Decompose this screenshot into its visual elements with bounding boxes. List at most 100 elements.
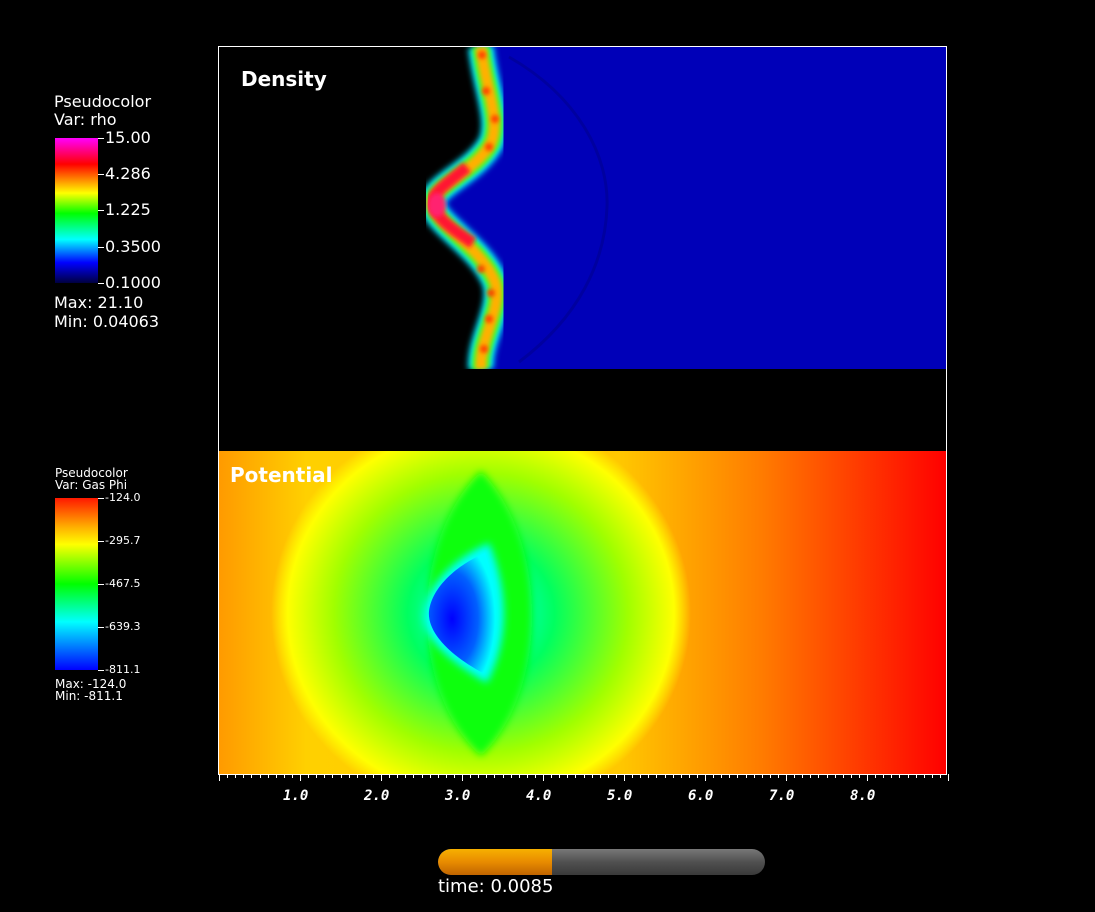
colorbar-tick [98, 174, 104, 176]
x-axis-tick-label: 8.0 [850, 788, 876, 804]
time-slider[interactable] [438, 849, 765, 875]
x-axis-tick [599, 774, 601, 778]
x-axis-tick [575, 774, 577, 778]
x-axis-tick [291, 774, 293, 778]
x-axis-tick [543, 774, 544, 781]
x-axis-tick [486, 774, 488, 778]
colorbar-tick-label: 0.3500 [105, 236, 161, 256]
x-axis-tick [939, 774, 941, 778]
x-axis-tick [899, 774, 901, 778]
x-axis-tick [559, 774, 561, 778]
x-axis-tick [721, 774, 723, 778]
x-axis-tick [381, 774, 382, 781]
x-axis-tick-label: 6.0 [688, 788, 714, 804]
x-axis-tick [583, 774, 585, 778]
x-axis-tick [713, 774, 715, 778]
x-axis-tick [219, 774, 220, 781]
density-legend-max: Max: 21.10 [54, 293, 144, 312]
x-axis-tick [324, 774, 326, 778]
x-axis-tick-label: 4.0 [526, 788, 552, 804]
x-axis-tick-label: 7.0 [769, 788, 795, 804]
x-axis-tick [526, 774, 528, 778]
potential-title: Potential [230, 463, 333, 487]
x-axis-tick [891, 774, 893, 778]
x-axis-tick [510, 774, 512, 778]
x-axis-tick [680, 774, 682, 778]
colorbar-tick-label: 0.1000 [105, 272, 161, 292]
x-axis-tick [445, 774, 447, 778]
x-axis-tick [656, 774, 658, 778]
x-axis-tick [696, 774, 698, 778]
x-axis-tick [688, 774, 690, 778]
x-axis-tick [567, 774, 569, 778]
colorbar-tick [98, 627, 104, 628]
x-axis-tick [243, 774, 245, 778]
colorbar-tick-label: 15.00 [105, 128, 151, 148]
time-label: time: 0.0085 [438, 876, 554, 897]
x-axis-tick [794, 774, 796, 778]
x-axis-tick [858, 774, 860, 778]
x-axis-tick [705, 774, 706, 781]
x-axis-tick [405, 774, 407, 778]
x-axis-tick [615, 774, 617, 778]
x-axis-tick [316, 774, 318, 778]
colorbar-tick [98, 541, 104, 542]
x-axis-tick [478, 774, 480, 778]
potential-panel: Potential [219, 451, 946, 774]
x-axis-tick [437, 774, 439, 778]
plot-frame [218, 46, 947, 775]
x-axis-tick [275, 774, 277, 778]
colorbar-tick-label: -295.7 [105, 534, 141, 548]
x-axis-tick [372, 774, 374, 778]
x-axis-tick [283, 774, 285, 778]
density-field [219, 47, 946, 369]
x-axis-tick [340, 774, 342, 778]
colorbar-tick [98, 498, 104, 499]
density-legend-var: Var: rho [54, 110, 117, 129]
x-axis-tick [607, 774, 609, 778]
x-axis-tick-label: 1.0 [283, 788, 309, 804]
x-axis-tick [502, 774, 504, 778]
x-axis-tick [834, 774, 836, 778]
colorbar-tick [98, 246, 104, 248]
density-title: Density [241, 67, 327, 91]
x-axis-tick [534, 774, 536, 778]
x-axis-tick [875, 774, 877, 778]
colorbar-tick-label: 4.286 [105, 164, 151, 184]
colorbar-tick [98, 670, 104, 671]
x-axis-tick [308, 774, 310, 778]
x-axis-tick [389, 774, 391, 778]
x-axis-tick [931, 774, 933, 778]
time-slider-fill [438, 849, 553, 875]
potential-legend-var: Var: Gas Phi [55, 478, 128, 492]
x-axis-tick [267, 774, 269, 778]
x-axis-tick [777, 774, 779, 778]
x-axis-tick [300, 774, 301, 781]
x-axis-tick-label: 2.0 [364, 788, 390, 804]
colorbar-tick [98, 138, 104, 139]
x-axis-tick [364, 774, 366, 778]
colorbar-tick-label: -467.5 [105, 577, 141, 591]
x-axis-tick [915, 774, 917, 778]
x-axis-tick [761, 774, 763, 778]
x-axis-ticks [219, 774, 949, 782]
x-axis-tick [648, 774, 650, 778]
density-legend-min: Min: 0.04063 [54, 312, 160, 331]
x-axis-tick [259, 774, 261, 778]
x-axis-tick [632, 774, 634, 778]
x-axis-tick-label: 5.0 [607, 788, 633, 804]
x-axis-tick [907, 774, 909, 778]
x-axis-tick [551, 774, 553, 778]
potential-legend-plot-type: Pseudocolor [55, 466, 128, 480]
x-axis-tick [462, 774, 463, 781]
colorbar-tick-label: -811.1 [105, 663, 141, 677]
x-axis-tick [850, 774, 852, 778]
x-axis-tick [745, 774, 747, 778]
x-axis-tick [883, 774, 885, 778]
x-axis-tick [786, 774, 787, 781]
x-axis-tick [227, 774, 229, 778]
x-axis-tick [235, 774, 237, 778]
x-axis-tick [421, 774, 423, 778]
x-axis-tick [640, 774, 642, 778]
x-axis-tick [753, 774, 755, 778]
